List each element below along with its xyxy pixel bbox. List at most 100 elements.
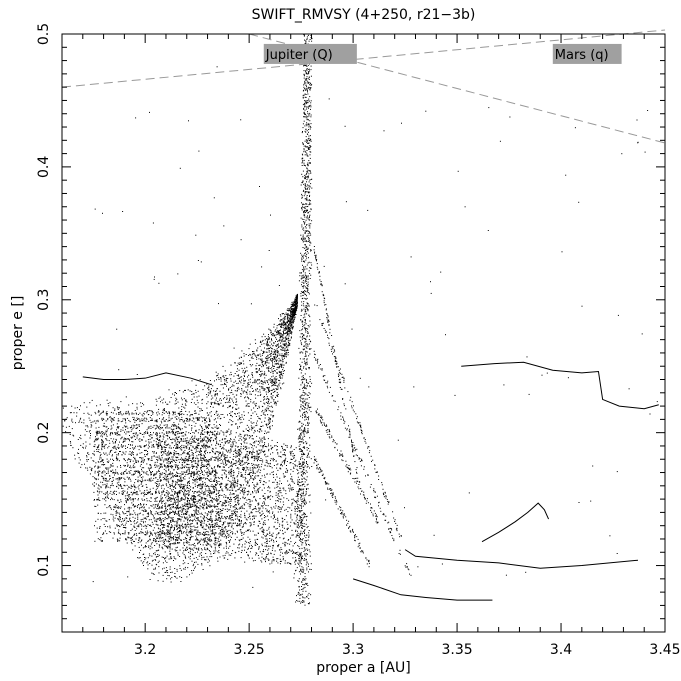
data-point — [302, 514, 304, 516]
data-point — [170, 533, 172, 535]
data-point — [79, 420, 81, 422]
data-point — [255, 371, 257, 373]
data-point — [260, 355, 262, 357]
data-point — [284, 340, 285, 342]
data-point — [255, 388, 257, 390]
data-point — [114, 505, 116, 507]
data-point — [167, 575, 169, 576]
data-point — [271, 371, 273, 373]
data-point — [263, 399, 264, 401]
data-point — [204, 539, 206, 541]
data-point — [241, 362, 242, 364]
data-point — [278, 332, 280, 334]
data-point — [304, 385, 306, 387]
data-point — [309, 70, 311, 72]
data-point — [304, 373, 306, 375]
data-point — [138, 418, 140, 420]
data-point — [147, 532, 149, 534]
data-point — [310, 267, 312, 269]
data-point — [256, 422, 257, 424]
data-point — [252, 354, 254, 356]
data-point — [161, 422, 163, 424]
data-point — [305, 582, 307, 584]
data-point — [251, 372, 253, 373]
data-point — [303, 112, 305, 114]
data-point — [303, 189, 305, 191]
data-point — [277, 354, 279, 356]
data-point — [280, 363, 282, 365]
data-point — [300, 465, 302, 467]
data-point — [233, 450, 235, 452]
data-point — [291, 316, 293, 318]
data-point — [158, 540, 159, 542]
data-point — [310, 151, 312, 153]
data-point — [267, 381, 269, 383]
data-point — [205, 448, 207, 450]
data-point — [311, 40, 313, 42]
data-point — [147, 568, 149, 570]
data-point — [291, 318, 293, 320]
data-point — [184, 566, 186, 568]
data-point — [302, 144, 304, 145]
data-point — [228, 388, 230, 390]
data-point — [310, 411, 312, 413]
data-point — [145, 431, 147, 433]
data-point — [125, 513, 127, 514]
data-point — [143, 522, 144, 524]
data-point — [302, 451, 303, 453]
data-point — [199, 553, 201, 555]
data-point — [309, 241, 311, 243]
data-point — [305, 128, 307, 130]
data-point — [301, 132, 303, 134]
data-point — [273, 381, 275, 383]
data-point — [220, 378, 222, 380]
data-point — [300, 495, 302, 496]
data-point — [292, 312, 294, 314]
data-point — [301, 224, 303, 226]
data-point — [255, 464, 257, 466]
data-point — [284, 370, 285, 372]
data-point — [134, 498, 136, 500]
data-point — [305, 279, 307, 281]
data-point — [102, 442, 104, 444]
data-point — [305, 151, 307, 153]
data-point — [202, 466, 204, 468]
data-point — [310, 594, 312, 596]
data-point — [146, 562, 148, 564]
data-point — [219, 514, 220, 516]
data-point — [308, 314, 310, 316]
data-point — [245, 391, 247, 393]
data-point — [165, 401, 166, 403]
data-point — [310, 406, 312, 408]
data-point — [270, 330, 272, 332]
data-point — [302, 415, 304, 417]
data-point — [272, 363, 273, 365]
data-point — [290, 313, 292, 315]
data-point — [305, 73, 307, 75]
data-point — [94, 465, 96, 467]
data-point — [274, 382, 275, 384]
data-point — [270, 371, 272, 373]
data-point — [139, 419, 141, 421]
data-point — [302, 578, 304, 580]
data-point — [239, 362, 241, 364]
data-point — [305, 255, 307, 257]
data-point — [218, 454, 220, 456]
data-point — [103, 479, 105, 481]
data-point — [175, 443, 177, 445]
data-point — [278, 318, 279, 320]
data-point — [246, 461, 248, 463]
data-point — [171, 557, 173, 559]
data-point — [302, 236, 304, 238]
data-point — [280, 388, 282, 390]
data-point — [304, 106, 305, 108]
data-point — [105, 496, 106, 498]
data-point — [178, 442, 180, 444]
data-point — [188, 448, 190, 449]
data-point — [135, 460, 137, 462]
data-point — [311, 220, 313, 222]
data-point — [190, 443, 192, 445]
data-point — [308, 549, 310, 551]
data-point — [239, 381, 241, 382]
data-point — [302, 525, 304, 527]
